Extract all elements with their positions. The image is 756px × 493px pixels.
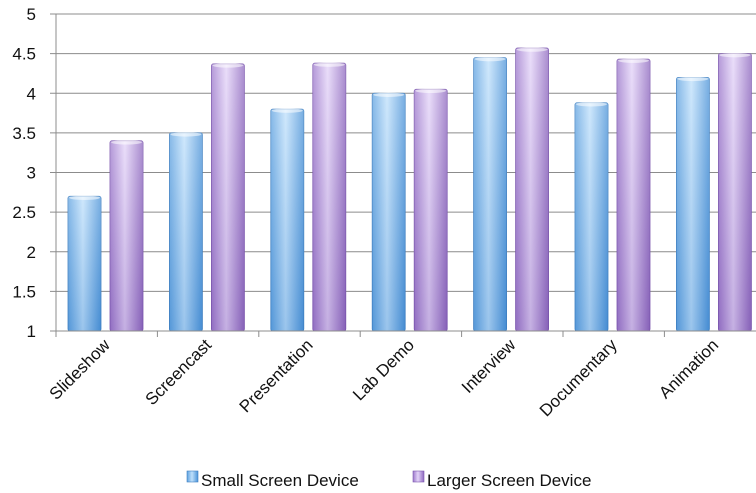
bar-larger-screen-shade [617,59,650,332]
gridlines [56,13,756,292]
bar-larger-screen-shade [312,63,346,331]
x-category-label: Interview [458,335,520,397]
bar-larger-screen [109,140,144,332]
bars [67,47,752,332]
bar-larger-screen [616,58,651,332]
bar-small-screen [168,132,203,332]
bar-larger-screen-cap [618,58,649,63]
bar-small-screen-cap [373,92,405,97]
bar-small-screen-shade [169,132,203,331]
bar-small-screen-cap [271,108,303,113]
x-category-label: Documentary [536,335,621,420]
y-tick-label: 4 [27,84,36,103]
x-category-labels: Slideshow Screencast Presentation Lab Demo I… [46,335,723,420]
bar-small-screen-shade [473,57,507,332]
bar-larger-screen-cap [313,62,345,67]
legend-swatch-larger-screen [412,470,425,483]
bar-larger-screen-shade [211,63,245,332]
bar-small-screen-cap [170,132,202,137]
bar-small-screen-shade [676,77,710,332]
y-tick-label: 2.5 [12,203,36,222]
bar-larger-screen-cap [719,52,751,58]
bar-small-screen-shade [372,93,406,331]
x-category-label: Screencast [142,335,216,409]
bar-larger-screen-shade [110,140,143,331]
bar-larger-screen-shade [515,48,549,331]
bar-small-screen [676,76,710,332]
y-tick-labels: 1 1.5 2 2.5 3 3.5 4 4.5 5 [12,5,36,341]
bar-small-screen-shade [68,196,101,331]
bar-small-screen [473,56,508,332]
x-category-label: Presentation [236,335,317,416]
bar-larger-screen-cap [212,63,244,68]
bar-small-screen-cap [474,56,506,62]
bar-small-screen [574,102,609,332]
bar-larger-screen [210,63,245,332]
legend-label-larger-screen: Larger Screen Device [427,471,591,490]
x-category-label: Lab Demo [349,335,418,404]
axes [50,13,756,337]
bar-larger-screen-shade [718,53,752,331]
y-tick-label: 4.5 [12,45,36,64]
bar-larger-screen [413,88,448,332]
bar-larger-screen-cap [111,140,142,145]
y-tick-label: 3.5 [12,124,36,143]
y-tick-label: 3 [27,164,36,183]
bar-larger-screen-cap [516,47,548,52]
bar-larger-screen [718,52,752,332]
bar-small-screen-cap [69,195,100,200]
bar-larger-screen-cap [415,88,447,93]
y-tick-label: 5 [27,5,36,24]
bar-small-screen-cap [677,76,709,82]
y-tick-label: 2 [27,243,36,262]
bar-small-screen-shade [270,109,304,331]
legend-label-small-screen: Small Screen Device [201,471,359,490]
legend-swatch-small-screen [186,470,199,483]
y-tick-label: 1.5 [12,282,36,301]
bar-small-screen [270,108,305,332]
bar-larger-screen-shade [414,89,448,331]
legend: Small Screen Device Larger Screen Device [186,470,591,490]
bar-small-screen-cap [576,102,607,107]
bar-larger-screen [312,62,347,332]
y-tick-label: 1 [27,322,36,341]
x-category-label: Animation [655,335,722,402]
bar-larger-screen [515,47,549,332]
bar-small-screen-shade [575,102,608,331]
bar-small-screen [371,92,406,332]
bar-small-screen [67,195,102,332]
x-category-label: Slideshow [46,335,115,404]
